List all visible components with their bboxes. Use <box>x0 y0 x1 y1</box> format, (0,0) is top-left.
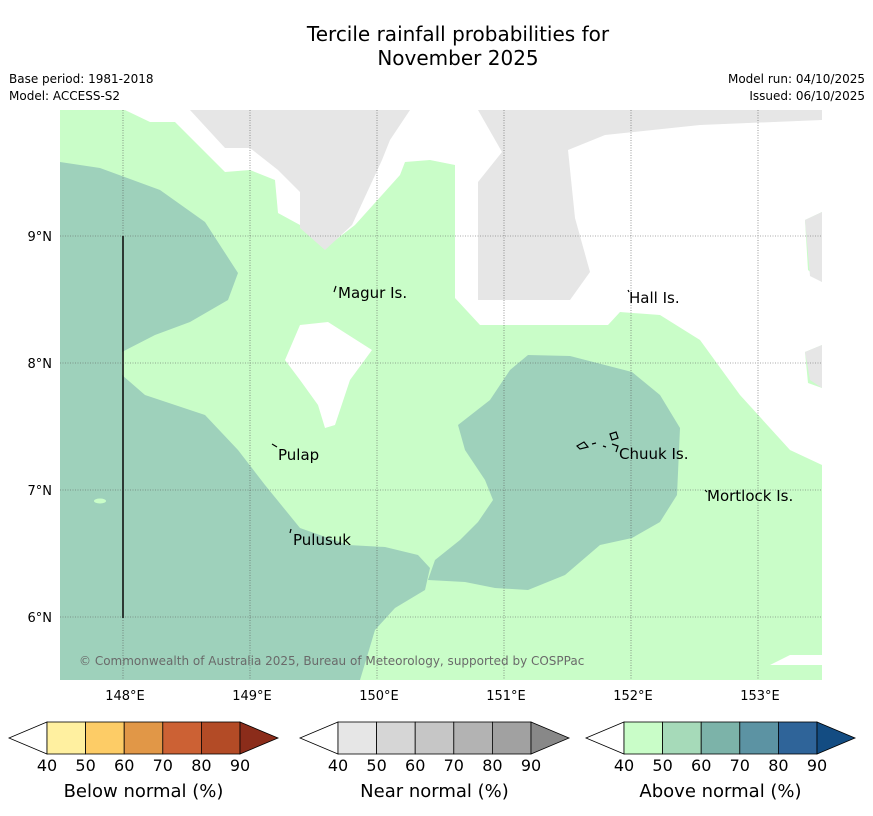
title: Tercile rainfall probabilities for Novem… <box>0 22 873 70</box>
colorbar-extend-low <box>298 721 339 755</box>
islands <box>271 285 708 534</box>
colorbar-tick-label: 80 <box>191 756 211 775</box>
colorbar-tick-label: 50 <box>75 756 95 775</box>
colorbar-tick-label: 60 <box>405 756 425 775</box>
model-run: Model run: 04/10/2025 <box>727 72 865 86</box>
place-label-magur: Magur Is. <box>338 284 407 302</box>
colorbar-tick-label: 70 <box>730 756 750 775</box>
colorbar-segment <box>376 721 416 755</box>
issued-date: Issued: 06/10/2025 <box>749 89 865 103</box>
copyright-notice: © Commonwealth of Australia 2025, Bureau… <box>79 654 584 668</box>
colorbar-tick-label: 70 <box>444 756 464 775</box>
lon-label: 150°E <box>359 689 399 704</box>
place-label-pulap: Pulap <box>278 446 319 464</box>
above-50-60-region-west <box>60 162 430 680</box>
colorbar-segment <box>414 721 455 755</box>
colorbar-tick-label: 90 <box>230 756 250 775</box>
lat-label: 9°N <box>28 230 53 245</box>
pulap-island-shape <box>271 443 278 448</box>
colorbar-extend-low <box>7 721 48 755</box>
colorbar-segment <box>453 721 493 755</box>
colorbar-segment <box>491 721 532 755</box>
colorbar-title: Above normal (%) <box>639 781 801 802</box>
colorbar-tick-label: 80 <box>482 756 502 775</box>
colorbar-segment <box>200 721 241 755</box>
colorbars: 40 50 60 70 80 90 Below normal (%) 40 50 60 70 80 90… <box>7 721 857 802</box>
pulusuk-island-shape <box>289 528 292 534</box>
near-normal-region-3 <box>805 212 822 282</box>
colorbar-segment <box>46 721 86 755</box>
colorbar-near: 40 50 60 70 80 90 Near normal (%) <box>298 721 571 802</box>
colorbar-segment <box>337 721 377 755</box>
colorbar-extend-high <box>530 721 571 755</box>
base-period: Base period: 1981-2018 <box>9 72 154 86</box>
colorbar-title: Near normal (%) <box>360 781 509 802</box>
white-hole-central <box>285 322 372 428</box>
place-label-mortlock: Mortlock Is. <box>707 487 793 505</box>
longitude-labels: 148°E 149°E 150°E 151°E 152°E 153°E <box>105 689 780 704</box>
colorbar-segment <box>162 721 202 755</box>
lon-label: 149°E <box>232 689 272 704</box>
colorbar-title: Below normal (%) <box>64 781 224 802</box>
colorbar-extend-low <box>584 721 625 755</box>
above-50-60-islet <box>94 498 106 504</box>
colorbar-tick-label: 50 <box>652 756 672 775</box>
colorbar-tick-label: 90 <box>521 756 541 775</box>
title-line-1: Tercile rainfall probabilities for <box>306 22 610 46</box>
white-region-southeast <box>740 655 822 665</box>
place-label-pulusuk: Pulusuk <box>293 531 351 549</box>
colorbar-tick-label: 60 <box>114 756 134 775</box>
chuuk-island-shape <box>576 431 619 453</box>
colorbar-segment <box>85 721 125 755</box>
map-area: Magur Is. Hall Is. Pulap Chuuk Is. Mortl… <box>60 110 822 680</box>
colorbar-tick-label: 60 <box>691 756 711 775</box>
place-label-chuuk: Chuuk Is. <box>619 445 688 463</box>
colorbar-below: 40 50 60 70 80 90 Below normal (%) <box>7 721 280 802</box>
colorbar-tick-label: 90 <box>807 756 827 775</box>
near-normal-region-4 <box>805 345 822 388</box>
colorbar-tick-label: 40 <box>614 756 634 775</box>
title-line-2: November 2025 <box>377 46 539 70</box>
colorbar-segment <box>700 721 741 755</box>
white-region-north <box>60 110 822 465</box>
place-label-hall: Hall Is. <box>629 289 680 307</box>
mortlock-island-shape <box>704 489 708 493</box>
colorbar-extend-high <box>239 721 280 755</box>
colorbar-segment <box>623 721 663 755</box>
colorbar-segment <box>778 721 818 755</box>
meta-left: Base period: 1981-2018 Model: ACCESS-S2 <box>9 71 154 105</box>
colorbar-tick-label: 70 <box>153 756 173 775</box>
lon-label: 148°E <box>105 689 145 704</box>
hall-island-shape <box>627 289 630 293</box>
lat-label: 8°N <box>28 357 53 372</box>
colorbar-tick-label: 40 <box>37 756 57 775</box>
colorbar-tick-label: 50 <box>366 756 386 775</box>
lat-label: 7°N <box>28 484 53 499</box>
lat-label: 6°N <box>28 611 53 626</box>
colorbar-segment <box>123 721 164 755</box>
above-50-60-region-east <box>428 355 680 590</box>
near-normal-region-2 <box>478 110 822 300</box>
colorbar-segment <box>739 721 779 755</box>
colorbar-tick-label: 80 <box>768 756 788 775</box>
magur-island-shape <box>333 285 337 293</box>
colorbar-segment <box>662 721 702 755</box>
colorbar-above: 40 50 60 70 80 90 Above normal (%) <box>584 721 857 802</box>
lon-label: 153°E <box>740 689 780 704</box>
lon-label: 151°E <box>486 689 526 704</box>
colorbar-extend-high <box>816 721 857 755</box>
near-normal-region-1 <box>190 110 410 250</box>
model-name: Model: ACCESS-S2 <box>9 89 121 103</box>
colorbar-tick-label: 40 <box>328 756 348 775</box>
meta-right: Model run: 04/10/2025 Issued: 06/10/2025 <box>728 71 865 105</box>
latitude-labels: 9°N 8°N 7°N 6°N <box>28 230 53 626</box>
lon-label: 152°E <box>613 689 653 704</box>
